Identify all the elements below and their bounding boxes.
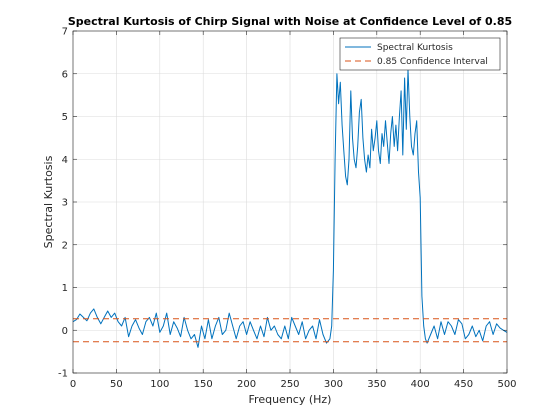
x-tick-label: 100 bbox=[150, 379, 169, 390]
y-tick-label: -1 bbox=[58, 369, 68, 380]
y-tick-label: 6 bbox=[62, 69, 68, 80]
spectral-kurtosis-line bbox=[72, 69, 508, 348]
y-tick-label: 3 bbox=[62, 198, 68, 209]
x-tick-label: 150 bbox=[194, 379, 213, 390]
y-tick-label: 5 bbox=[62, 112, 68, 123]
y-tick-label: 2 bbox=[62, 240, 68, 251]
x-tick-label: 400 bbox=[411, 379, 430, 390]
x-tick-label: 350 bbox=[367, 379, 386, 390]
legend-box bbox=[339, 37, 501, 71]
x-tick-label: 500 bbox=[497, 379, 516, 390]
x-tick-label: 50 bbox=[110, 379, 123, 390]
x-tick-label: 0 bbox=[70, 379, 76, 390]
x-tick-label: 250 bbox=[280, 379, 299, 390]
y-tick-label: 1 bbox=[62, 283, 68, 294]
plot-lines bbox=[72, 69, 508, 348]
legend-label-confidence-interval: 0.85 Confidence Interval bbox=[377, 57, 488, 67]
x-tick-label: 300 bbox=[324, 379, 343, 390]
y-tick-label: 7 bbox=[62, 27, 68, 38]
x-tick-label: 450 bbox=[454, 379, 473, 390]
x-axis-label: Frequency (Hz) bbox=[249, 393, 332, 406]
y-tick-label: 4 bbox=[62, 155, 68, 166]
chart-title: Spectral Kurtosis of Chirp Signal with N… bbox=[68, 15, 512, 28]
legend-label-spectral-kurtosis: Spectral Kurtosis bbox=[377, 43, 453, 53]
legend: Spectral Kurtosis 0.85 Confidence Interv… bbox=[339, 37, 501, 71]
y-axis-label: Spectral Kurtosis bbox=[42, 155, 55, 248]
x-tick-label: 200 bbox=[237, 379, 256, 390]
y-tick-label: 0 bbox=[62, 326, 68, 337]
